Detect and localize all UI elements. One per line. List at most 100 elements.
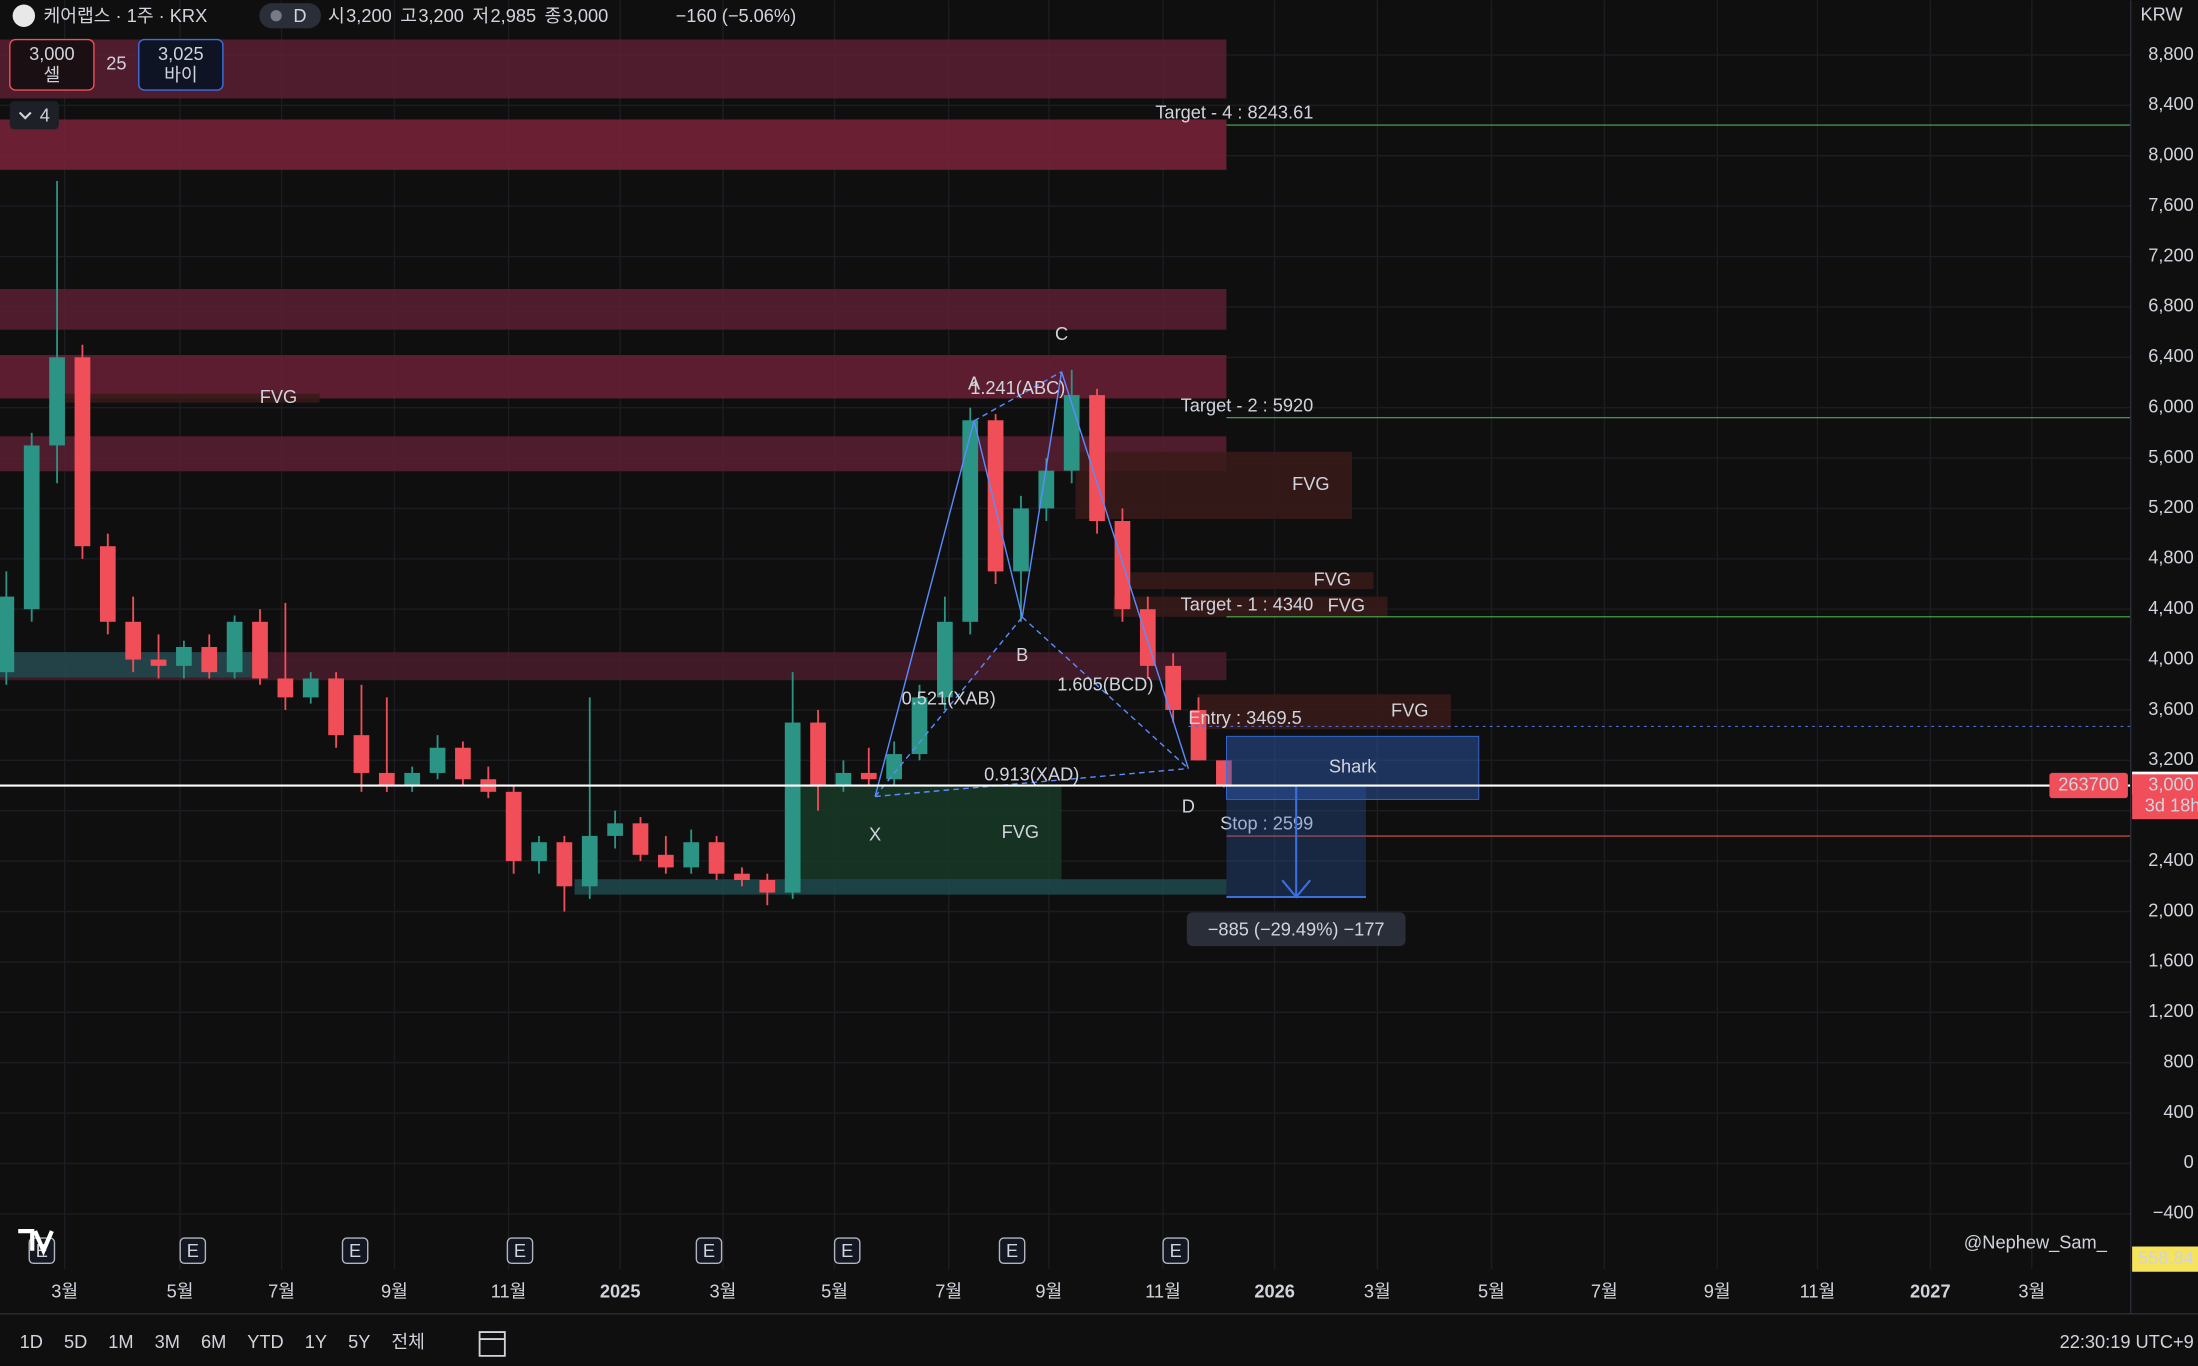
candle-body (962, 420, 979, 622)
pattern-leg (1060, 371, 1190, 769)
date-range-button[interactable] (478, 1331, 506, 1357)
zone (1113, 596, 1388, 617)
x-tick-label: 2026 (1254, 1282, 1295, 1302)
period-button[interactable]: 3M (155, 1332, 180, 1352)
candle-body (99, 546, 116, 622)
period-button[interactable]: 1M (108, 1332, 133, 1352)
indicator-toggle[interactable] (9, 101, 59, 130)
pattern-ratio: 1.241(ABC) (970, 378, 1065, 398)
period-button[interactable]: 1D (20, 1332, 43, 1352)
y-tick-label: 3,200 (2148, 749, 2194, 769)
zone-label: FVG (1314, 569, 1351, 589)
candle-body (0, 596, 15, 673)
y-tick-label: 800 (2163, 1051, 2193, 1071)
candle-body (987, 420, 1004, 572)
zone (0, 355, 1227, 399)
candle-body (1216, 760, 1232, 786)
candle-body (835, 772, 852, 786)
buy-label: 바이 (164, 65, 198, 85)
candle-body (708, 842, 725, 874)
volume-label: 263700 (2058, 774, 2119, 794)
symbol[interactable]: 케어랩스 · 1주 · KRX (43, 6, 207, 26)
candle-body (505, 791, 522, 862)
y-tick-label: 3,600 (2148, 699, 2194, 719)
candle-body (74, 357, 91, 547)
x-tick-label: 9월 (381, 1282, 408, 1302)
ohlc-value: 2,985 (491, 6, 537, 26)
x-tick-label: 3월 (2018, 1282, 2045, 1302)
buy-button[interactable] (138, 38, 224, 91)
level-label: Stop : 2599 (1220, 814, 1313, 834)
pattern-leg (973, 420, 1023, 618)
y-tick-label: 8,400 (2148, 94, 2194, 114)
ohlc-key: 저 (472, 6, 489, 26)
pattern-leg (1021, 371, 1063, 618)
candle-body (784, 722, 801, 893)
period-button[interactable]: YTD (247, 1332, 283, 1352)
pattern-point: A (968, 373, 981, 393)
x-tick-label: 7월 (268, 1282, 295, 1302)
earnings-marker (833, 1237, 861, 1265)
level-label: Target - 4 : 8243.61 (1155, 103, 1313, 123)
overlay-layer: Target - 4 : 8243.61 Target - 2 : 5920 Tar… (0, 103, 2131, 1265)
x-tick-label: 9월 (1704, 1282, 1731, 1302)
period-button[interactable]: 5D (64, 1332, 87, 1352)
y-tick-label: 8,800 (2148, 44, 2194, 64)
period-button[interactable]: 6M (201, 1332, 226, 1352)
ohlc-key: 종 (545, 6, 562, 26)
x-tick-label: 5월 (167, 1282, 194, 1302)
badge-bg (259, 3, 322, 29)
chevron-icon (18, 111, 32, 120)
ohlc-value: 3,200 (346, 6, 392, 26)
candle-body (226, 621, 243, 673)
x-tick-label: 11월 (1800, 1282, 1836, 1302)
earnings-label: E (1170, 1241, 1182, 1261)
volume-tag (2049, 772, 2128, 799)
y-tick-label: 5,600 (2148, 447, 2194, 467)
x-tick-label: 11월 (491, 1282, 527, 1302)
change: −160 (−5.06%) (676, 6, 797, 26)
candle-body (657, 854, 674, 868)
pattern-diagonal (973, 371, 1062, 422)
x-tick-label: 5월 (821, 1282, 848, 1302)
y-tick-label: 8,000 (2148, 145, 2194, 165)
candle-body (1063, 395, 1080, 471)
spread: 25 (106, 54, 126, 74)
pattern-name: Shark (1329, 757, 1377, 777)
measure-label: −885 (−29.49%) −177 (1208, 919, 1385, 939)
position-box (1226, 735, 1480, 800)
candle-body (353, 735, 370, 773)
candle-body (581, 835, 598, 887)
candle-body (252, 621, 268, 679)
volume-ma-tag (2132, 1246, 2198, 1272)
x-tick-label: 5월 (1478, 1282, 1505, 1302)
candle-body (759, 879, 776, 893)
period-button[interactable]: 전체 (391, 1332, 425, 1352)
period-button[interactable]: 5Y (348, 1332, 370, 1352)
candle-body (429, 747, 446, 773)
candle-body (860, 772, 877, 780)
sell-button[interactable] (9, 38, 95, 91)
x-tick-label: 7월 (935, 1282, 962, 1302)
measure-label-bg (1186, 912, 1406, 947)
period-button[interactable]: 1Y (305, 1332, 327, 1352)
badge-dot (270, 10, 282, 22)
x-tick-label: 2027 (1910, 1282, 1951, 1302)
earnings-label: E (1006, 1241, 1018, 1261)
pattern-point: C (1055, 324, 1068, 344)
candle-body (328, 678, 344, 736)
tv-logo (18, 1228, 54, 1257)
candle-body (176, 646, 192, 666)
y-tick-label: 4,800 (2148, 548, 2194, 568)
entry-label: Entry : 3469.5 (1188, 708, 1301, 728)
pattern-diagonal (875, 767, 1189, 798)
zone (795, 785, 1062, 881)
zone-label: FVG (1002, 822, 1039, 842)
candle-body (404, 772, 421, 786)
y-tick-label: 7,200 (2148, 245, 2194, 265)
pattern-leg (874, 420, 975, 797)
zone (0, 289, 1227, 330)
earnings-label: E (841, 1241, 853, 1261)
earnings-marker (506, 1237, 534, 1265)
